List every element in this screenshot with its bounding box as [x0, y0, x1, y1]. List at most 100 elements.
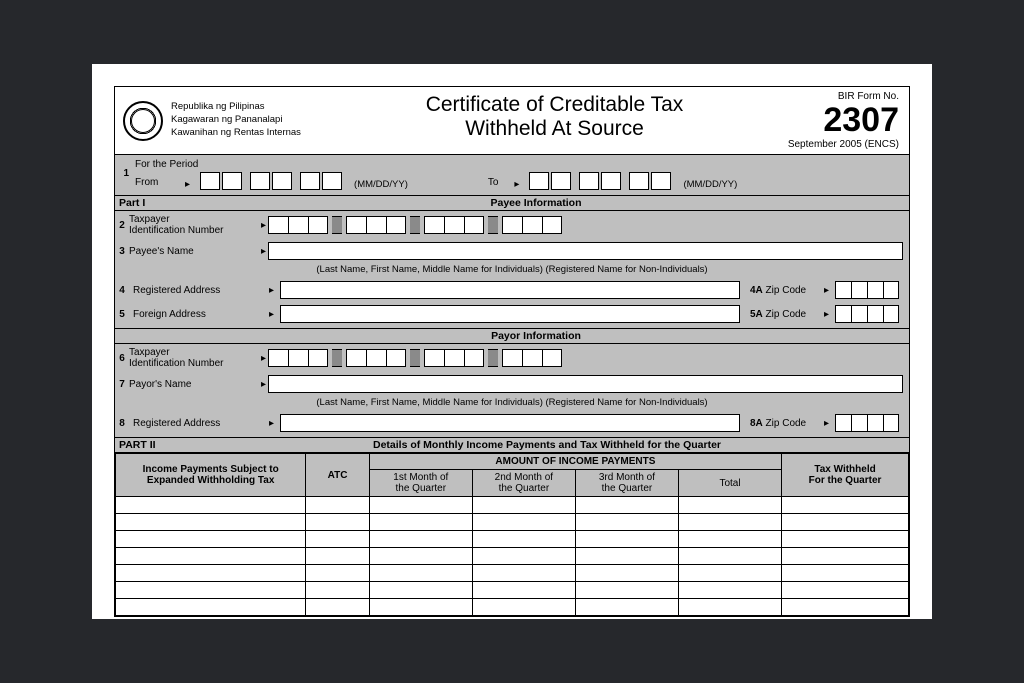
- table-cell[interactable]: [306, 582, 369, 599]
- payee-reg-zip-input[interactable]: [835, 281, 899, 299]
- payor-tin-input[interactable]: [268, 349, 562, 367]
- payor-name-row: 7 Payor's Name ▸: [115, 372, 909, 396]
- seal-icon: [123, 101, 163, 141]
- table-cell[interactable]: [678, 565, 781, 582]
- field-4a-label: 4A Zip Code: [744, 285, 816, 296]
- table-cell[interactable]: [678, 599, 781, 616]
- table-row: [116, 514, 909, 531]
- payee-block: 2 Taxpayer Identification Number ▸ 3 Pay…: [115, 211, 909, 329]
- table-cell[interactable]: [472, 531, 575, 548]
- form-no: 2307: [743, 103, 899, 137]
- arrow-icon: ▸: [269, 285, 274, 296]
- table-cell[interactable]: [369, 565, 472, 582]
- reg-addr-label: Registered Address: [133, 418, 261, 429]
- table-cell[interactable]: [116, 565, 306, 582]
- part1-label: Part I: [119, 197, 167, 209]
- payor-name-input[interactable]: [268, 375, 903, 393]
- payor-name-label: Payor's Name: [129, 379, 257, 390]
- to-date-input[interactable]: [529, 172, 671, 190]
- payee-name-input[interactable]: [268, 242, 903, 260]
- table-cell[interactable]: [116, 514, 306, 531]
- table-cell[interactable]: [678, 497, 781, 514]
- table-cell[interactable]: [369, 497, 472, 514]
- table-cell[interactable]: [116, 582, 306, 599]
- payee-for-addr-input[interactable]: [280, 305, 740, 323]
- form: Republika ng Pilipinas Kagawaran ng Pana…: [114, 86, 910, 617]
- part2-label: PART II: [119, 439, 189, 451]
- for-addr-label: Foreign Address: [133, 309, 261, 320]
- payee-name-row: 3 Payee's Name ▸: [115, 239, 909, 263]
- payee-tin-row: 2 Taxpayer Identification Number ▸: [115, 211, 909, 239]
- table-row: [116, 548, 909, 565]
- table-cell[interactable]: [369, 548, 472, 565]
- form-title-2: Withheld At Source: [374, 117, 735, 141]
- table-cell[interactable]: [369, 514, 472, 531]
- table-cell[interactable]: [116, 497, 306, 514]
- table-cell[interactable]: [116, 599, 306, 616]
- col-income-payments: Income Payments Subject to Expanded With…: [116, 454, 306, 497]
- form-title-1: Certificate of Creditable Tax: [374, 93, 735, 117]
- payee-reg-addr-input[interactable]: [280, 281, 740, 299]
- table-cell[interactable]: [678, 548, 781, 565]
- table-cell[interactable]: [306, 548, 369, 565]
- table-cell[interactable]: [472, 548, 575, 565]
- table-cell[interactable]: [782, 548, 909, 565]
- table-cell[interactable]: [678, 514, 781, 531]
- table-cell[interactable]: [369, 582, 472, 599]
- payee-for-addr-row: 5 Foreign Address ▸ 5A Zip Code ▸: [115, 302, 909, 326]
- payee-for-zip-input[interactable]: [835, 305, 899, 323]
- payor-block: 6 Taxpayer Identification Number ▸ 7 Pay…: [115, 344, 909, 437]
- table-cell[interactable]: [782, 531, 909, 548]
- table-cell[interactable]: [306, 514, 369, 531]
- arrow-icon: ▸: [261, 353, 266, 364]
- table-cell[interactable]: [306, 497, 369, 514]
- part2-header: PART II Details of Monthly Income Paymen…: [115, 437, 909, 453]
- table-cell[interactable]: [575, 599, 678, 616]
- table-cell[interactable]: [575, 497, 678, 514]
- table-cell[interactable]: [472, 599, 575, 616]
- table-cell[interactable]: [782, 599, 909, 616]
- table-cell[interactable]: [369, 531, 472, 548]
- table-row: [116, 565, 909, 582]
- payor-reg-addr-input[interactable]: [280, 414, 740, 432]
- table-cell[interactable]: [472, 565, 575, 582]
- table-cell[interactable]: [369, 599, 472, 616]
- part1-header: Part I Payee Information: [115, 196, 909, 211]
- form-header: Republika ng Pilipinas Kagawaran ng Pana…: [115, 87, 909, 155]
- table-cell[interactable]: [678, 531, 781, 548]
- table-cell[interactable]: [472, 514, 575, 531]
- field-5-num: 5: [115, 309, 129, 320]
- name-hint: (Last Name, First Name, Middle Name for …: [115, 396, 909, 411]
- table-cell[interactable]: [575, 514, 678, 531]
- arrow-icon: ▸: [824, 285, 829, 296]
- payee-tin-input[interactable]: [268, 216, 562, 234]
- table-cell[interactable]: [782, 514, 909, 531]
- table-cell[interactable]: [116, 531, 306, 548]
- table-row: [116, 531, 909, 548]
- table-cell[interactable]: [472, 497, 575, 514]
- table-cell[interactable]: [306, 565, 369, 582]
- table-cell[interactable]: [116, 548, 306, 565]
- table-cell[interactable]: [575, 531, 678, 548]
- table-cell[interactable]: [575, 582, 678, 599]
- table-cell[interactable]: [306, 531, 369, 548]
- from-date-input[interactable]: [200, 172, 342, 190]
- table-cell[interactable]: [472, 582, 575, 599]
- table-cell[interactable]: [782, 582, 909, 599]
- arrow-icon: ▸: [261, 220, 266, 231]
- col-atc: ATC: [306, 454, 369, 497]
- table-cell[interactable]: [782, 565, 909, 582]
- arrow-icon: ▸: [185, 179, 190, 190]
- table-cell[interactable]: [782, 497, 909, 514]
- payor-reg-zip-input[interactable]: [835, 414, 899, 432]
- reg-addr-label: Registered Address: [133, 285, 261, 296]
- field-3-num: 3: [115, 246, 129, 257]
- table-cell[interactable]: [575, 565, 678, 582]
- gov-line2: Kagawaran ng Pananalapi: [171, 114, 301, 127]
- payee-info-title: Payee Information: [167, 197, 905, 209]
- field-6-num: 6: [115, 353, 129, 364]
- table-cell[interactable]: [306, 599, 369, 616]
- field-1-num: 1: [119, 166, 131, 181]
- table-cell[interactable]: [678, 582, 781, 599]
- table-cell[interactable]: [575, 548, 678, 565]
